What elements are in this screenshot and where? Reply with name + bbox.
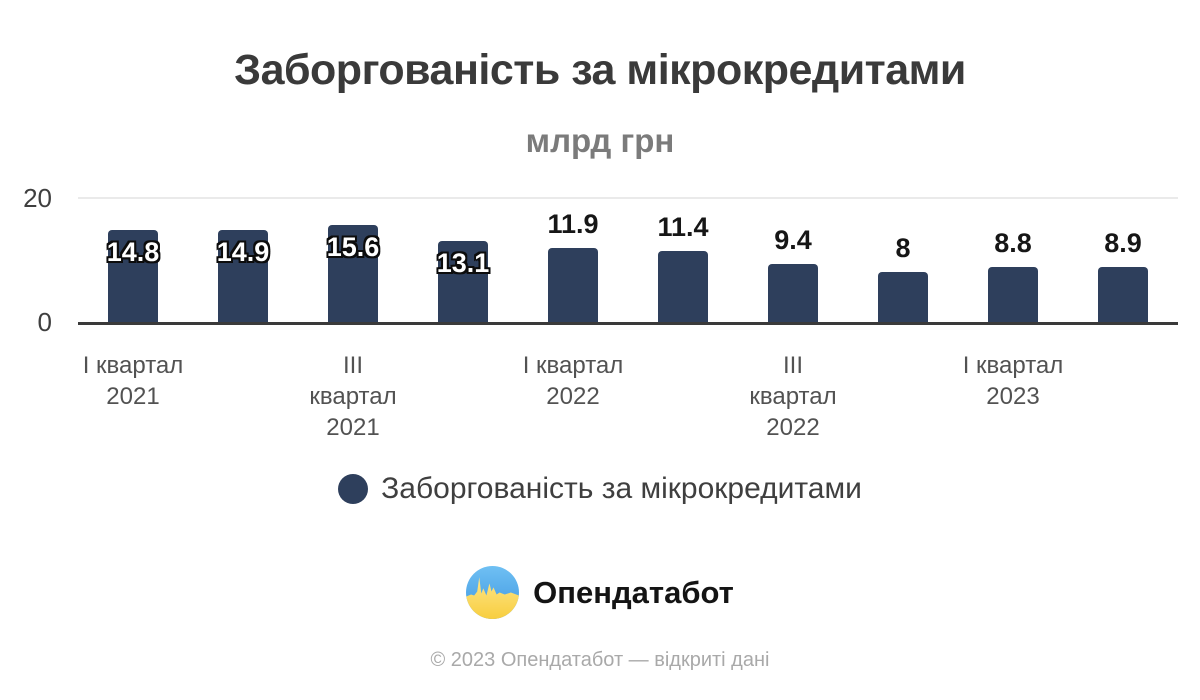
opendatabot-icon — [466, 566, 520, 619]
bar-band-9: 8.8 — [958, 198, 1068, 322]
bar-value-label-8: 8 — [895, 233, 911, 264]
bar-chart: 14.8 14.9 15.6 13.1 11.9 11.4 9.4 8 8.8 8.9 I ква… — [78, 197, 1178, 443]
bar-1: 14.8 — [106, 230, 160, 322]
bar-10: 8.9 — [1098, 228, 1148, 322]
bar-6: 11.4 — [657, 212, 709, 322]
bar-4: 13.1 — [436, 240, 490, 322]
bar-band-4: 13.1 — [408, 198, 518, 322]
bar-2: 14.9 — [216, 229, 270, 322]
x-axis-labels: I квартал 2021 III квартал 2021 I квартал … — [78, 350, 1178, 443]
x-tick-label-4 — [408, 350, 518, 443]
x-tick-label-9: I квартал 2023 — [962, 352, 1064, 410]
bar-band-5: 11.9 — [518, 198, 628, 322]
bar-3: 15.6 — [326, 225, 380, 322]
logo-text: Опендатабот — [533, 574, 734, 610]
legend-marker-circle — [338, 474, 369, 504]
bar-value-label-1: 14.8 — [106, 237, 160, 268]
bar-value-label-10: 8.9 — [1104, 227, 1142, 258]
bar-value-label-9: 8.8 — [994, 228, 1032, 259]
copyright-footer: © 2023 Опендатабот — відкриті дані — [430, 649, 770, 671]
chart-subtitle: млрд грн — [525, 122, 675, 159]
bar-5: 11.9 — [547, 209, 599, 322]
bar-value-label-3: 15.6 — [326, 232, 380, 263]
bar-band-2: 14.9 — [188, 198, 298, 322]
chart-title: Заборгованість за мікрокредитами — [234, 46, 966, 94]
bar-band-1: 14.8 — [78, 198, 188, 322]
legend-label: Заборгованість за мікрокредитами — [381, 472, 862, 505]
logo: Опендатабот — [0, 566, 1200, 619]
x-tick-label-1: I квартал 2021 — [82, 352, 184, 410]
gridline-20 — [78, 197, 1178, 199]
bar-value-label-4: 13.1 — [436, 247, 490, 278]
bar-value-label-7: 9.4 — [774, 224, 812, 255]
y-axis-tick-0: 0 — [37, 307, 52, 337]
plot-area: 14.8 14.9 15.6 13.1 11.9 11.4 9.4 8 8.8 8.9 — [78, 198, 1178, 322]
bar-band-6: 11.4 — [628, 198, 738, 322]
x-tick-label-8 — [848, 350, 958, 443]
bar-band-10: 8.9 — [1068, 198, 1178, 322]
bar-9: 8.8 — [988, 228, 1038, 322]
bar-8: 8 — [878, 233, 928, 322]
bar-value-label-2: 14.9 — [216, 236, 270, 267]
x-tick-label-7: III квартал 2022 — [749, 352, 837, 441]
bar-band-3: 15.6 — [298, 198, 408, 322]
x-tick-label-6 — [628, 350, 738, 443]
bar-value-label-5: 11.9 — [547, 209, 599, 240]
bar-value-label-6: 11.4 — [657, 212, 709, 243]
x-tick-label-5: I квартал 2022 — [522, 352, 624, 410]
x-tick-label-10 — [1068, 350, 1178, 443]
bar-7: 9.4 — [768, 225, 818, 322]
bar-band-7: 9.4 — [738, 198, 848, 322]
bar-band-8: 8 — [848, 198, 958, 322]
x-tick-label-2 — [188, 350, 298, 443]
x-tick-label-3: III квартал 2021 — [309, 352, 397, 441]
y-axis-tick-20: 20 — [23, 183, 52, 213]
legend: Заборгованість за мікрокредитами — [0, 472, 1200, 506]
x-axis-line — [78, 322, 1178, 325]
